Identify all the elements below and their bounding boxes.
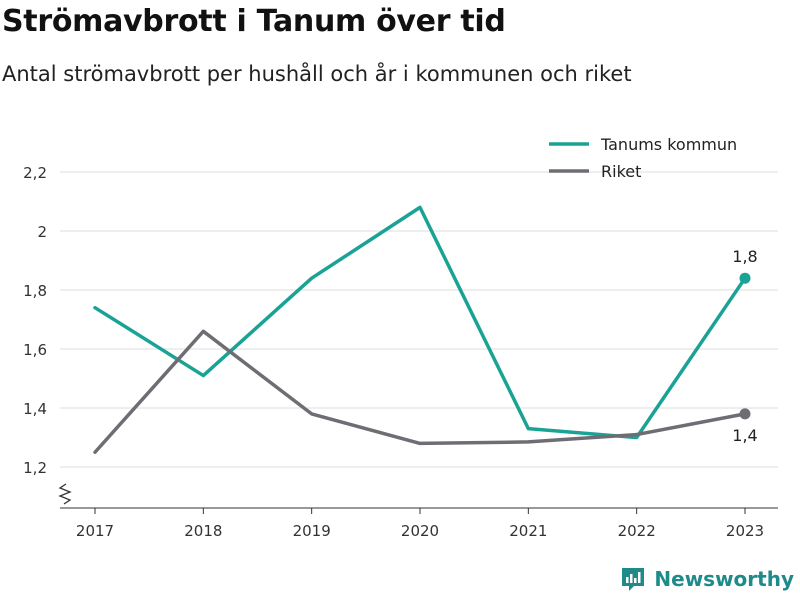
brand-logo: Newsworthy: [620, 566, 794, 592]
y-tick-label: 2: [37, 223, 47, 241]
x-tick-label: 2019: [293, 522, 331, 540]
x-tick-label: 2020: [401, 522, 439, 540]
legend-label: Tanums kommun: [600, 135, 737, 154]
data-label: 1,4: [732, 426, 757, 445]
chart-title: Strömavbrott i Tanum över tid: [2, 4, 506, 39]
y-tick-label: 1,8: [23, 282, 47, 300]
series-end-point-1: [739, 408, 751, 420]
chart-subtitle: Antal strömavbrott per hushåll och år i …: [2, 62, 632, 86]
brand-name: Newsworthy: [654, 567, 794, 591]
legend-label: Riket: [601, 162, 641, 181]
x-tick-label: 2018: [184, 522, 222, 540]
y-tick-label: 1,2: [23, 459, 47, 477]
x-tick-label: 2022: [618, 522, 656, 540]
axis-break-icon: [58, 483, 72, 505]
series-line-0: [93, 205, 747, 440]
x-tick-label: 2017: [76, 522, 114, 540]
x-tick-label: 2021: [509, 522, 547, 540]
y-tick-label: 2,2: [23, 164, 47, 182]
data-label: 1,8: [732, 247, 757, 266]
newsworthy-logo-icon: [622, 568, 645, 591]
y-tick-label: 1,6: [23, 341, 47, 359]
y-tick-label: 1,4: [23, 400, 47, 418]
series-line-1: [93, 329, 747, 454]
series-end-point-0: [739, 272, 751, 284]
x-tick-label: 2023: [726, 522, 764, 540]
